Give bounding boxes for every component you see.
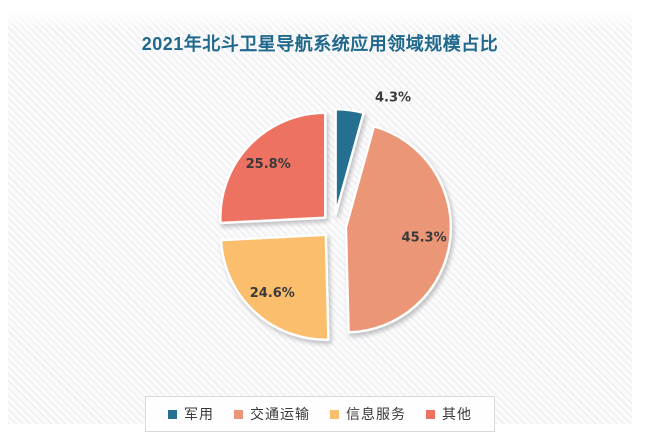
pie-slice-1 [344, 125, 453, 334]
pie-chart: 4.3% 45.3% 24.6% 25.8% [219, 91, 453, 342]
legend-item-military: 军用 [168, 404, 214, 424]
chart-frame: 2021年北斗卫星导航系统应用领域规模占比 4.3% 45.3% 24.6% 25.8… [8, 13, 632, 432]
legend-item-information: 信息服务 [330, 404, 406, 424]
legend-label: 交通运输 [250, 406, 310, 422]
legend-label: 信息服务 [346, 406, 406, 422]
pie-slice-value-label-0: 4.3% [375, 91, 411, 106]
chart-title: 2021年北斗卫星导航系统应用领域规模占比 [141, 34, 499, 54]
pie-slice-3 [219, 111, 327, 225]
legend-swatch-icon [168, 409, 177, 419]
legend-swatch-icon [426, 409, 435, 419]
legend-swatch-icon [330, 409, 339, 419]
legend-label: 军用 [184, 406, 214, 422]
chart-panel: 2021年北斗卫星导航系统应用领域规模占比 4.3% 45.3% 24.6% 25.8… [8, 13, 632, 432]
legend-box: 军用 交通运输 信息服务 其他 [145, 396, 495, 432]
legend-swatch-icon [234, 409, 243, 419]
pie-slice-value-label-1: 45.3% [402, 231, 447, 246]
pie-slice-0 [334, 107, 365, 216]
pie-slice-value-label-2: 24.6% [250, 286, 295, 301]
pie-slice-2 [219, 233, 330, 342]
pie-slice-value-label-3: 25.8% [246, 157, 291, 172]
legend: 军用 交通运输 信息服务 其他 [8, 396, 632, 432]
legend-item-transport: 交通运输 [234, 404, 310, 424]
legend-item-other: 其他 [426, 404, 472, 424]
legend-label: 其他 [442, 406, 472, 422]
